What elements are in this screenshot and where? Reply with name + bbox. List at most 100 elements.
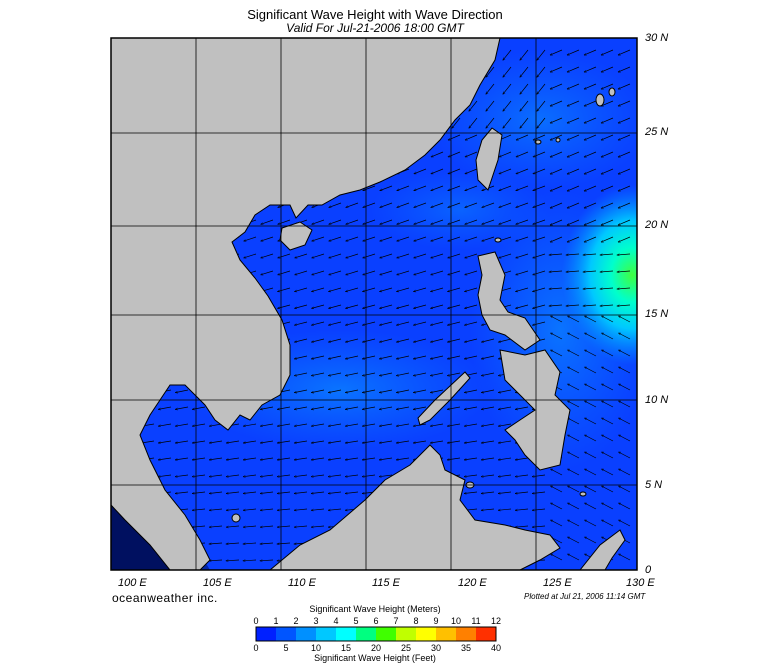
wave-arrow [601, 134, 614, 140]
wave-arrow [498, 389, 512, 393]
wave-arrow [498, 457, 512, 460]
wave-arrow [482, 219, 495, 224]
wave-arrow [329, 270, 342, 275]
wave-arrow [380, 185, 393, 191]
colorbar-feet-tick: 25 [400, 643, 411, 653]
wave-arrow [585, 469, 597, 476]
wave-arrow [618, 168, 631, 174]
mainland-asia [111, 38, 501, 570]
wave-arrow [362, 406, 376, 409]
wave-arrow [431, 151, 444, 158]
wave-arrow [413, 321, 427, 325]
wave-arrow [397, 287, 410, 292]
wave-arrow [260, 508, 274, 510]
wave-arrow [481, 491, 495, 494]
wave-arrow [567, 151, 580, 157]
wave-arrow [346, 270, 359, 275]
wave-arrow [380, 253, 393, 258]
wave-arrow [568, 503, 580, 510]
wave-arrow [464, 457, 478, 460]
wave-arrow [431, 185, 444, 191]
wave-arrow [551, 486, 563, 493]
wave-arrow [520, 66, 529, 77]
colorbar-swatch [376, 627, 397, 641]
wave-arrow [447, 406, 461, 409]
wave-arrow [311, 389, 325, 393]
wave-arrow [328, 440, 342, 443]
wave-arrow [362, 457, 376, 460]
sumatra-coast [111, 504, 171, 570]
wave-arrow [601, 100, 614, 106]
wave-arrow [380, 236, 393, 241]
wave-arrow [430, 423, 444, 426]
wave-arrow [481, 389, 495, 393]
wave-arrow [362, 440, 376, 443]
wave-arrow [566, 254, 580, 255]
wave-arrow [226, 543, 240, 544]
wave-arrow [226, 457, 240, 460]
wave-arrow [430, 355, 444, 359]
wave-arrow [244, 236, 257, 241]
wave-arrow [447, 338, 461, 342]
wave-arrow [346, 202, 359, 207]
colorbar-swatch [416, 627, 437, 641]
wave-arrow [396, 321, 410, 325]
wave-arrow [294, 491, 308, 494]
wave-arrow [583, 288, 597, 289]
wave-arrow [537, 66, 546, 77]
wave-arrow [550, 168, 563, 174]
wave-arrow [328, 389, 342, 393]
wave-arrow [397, 202, 410, 207]
wave-arrow [537, 100, 546, 111]
wave-arrow [363, 219, 376, 224]
wave-arrow [568, 435, 580, 442]
wave-arrow [549, 288, 563, 289]
lon-label-120e: 120 E [458, 577, 487, 589]
wave-arrow [584, 219, 597, 225]
wave-arrow [362, 321, 376, 325]
wave-arrow [602, 452, 614, 459]
wave-arrow [431, 236, 444, 241]
wave-arrow [465, 151, 478, 158]
wave-arrow [192, 457, 206, 460]
wave-arrow [430, 389, 444, 393]
wave-arrow [379, 457, 393, 460]
wave-arrow [260, 457, 274, 460]
wave-arrow [584, 66, 597, 72]
wave-arrow [448, 236, 461, 241]
wave-arrow [209, 525, 223, 527]
wave-arrow [549, 254, 563, 255]
wave-arrow [312, 236, 325, 241]
lon-label-110e: 110 E [288, 577, 316, 589]
wave-arrow [396, 406, 410, 409]
wave-arrow [431, 270, 444, 275]
wave-arrow [516, 134, 529, 140]
wave-arrow [413, 406, 427, 409]
wave-arrow [550, 202, 563, 208]
wave-arrow [516, 219, 529, 224]
wave-arrow [567, 168, 580, 174]
wave-arrow [278, 253, 291, 258]
wave-arrow [396, 457, 410, 460]
wave-arrow [294, 508, 308, 510]
wave-arrow [345, 372, 359, 376]
wave-arrow [618, 236, 631, 242]
wave-arrow [465, 236, 478, 241]
wave-arrow [311, 372, 325, 376]
wave-arrow [550, 49, 563, 55]
wave-arrow [379, 423, 393, 426]
wave-arrow [294, 321, 308, 325]
colorbar-meter-tick: 0 [253, 616, 259, 626]
wave-arrow [311, 457, 325, 460]
wave-arrow [345, 457, 359, 460]
wave-arrow [277, 457, 291, 460]
wave-arrow [278, 270, 291, 275]
wave-arrow [329, 253, 342, 258]
wave-arrow [619, 350, 631, 357]
visayas-mindanao [499, 349, 571, 471]
wave-arrow [585, 486, 597, 493]
wave-arrow [362, 338, 376, 342]
wave-arrow [601, 219, 614, 225]
wave-arrow [465, 168, 478, 175]
wave-arrow [583, 271, 597, 272]
